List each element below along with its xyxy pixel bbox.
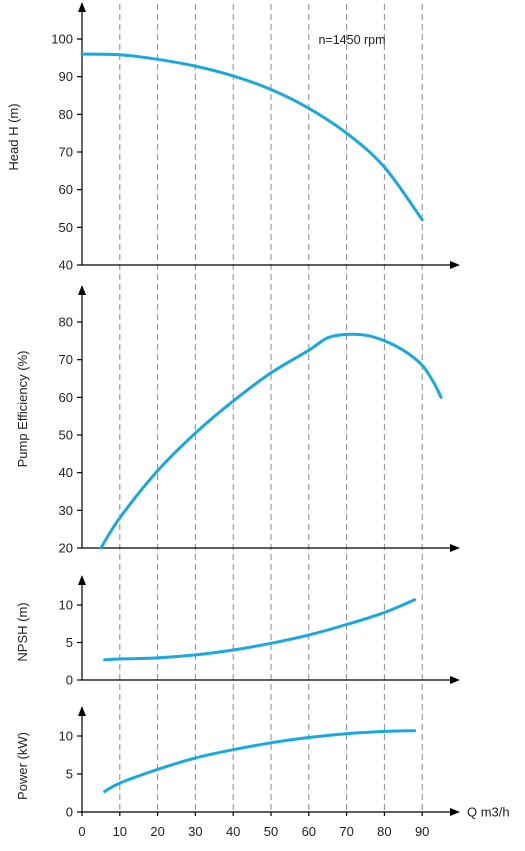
x-tick-label: 40 bbox=[226, 824, 240, 839]
panel-4: 0 5 10 Power (kW) bbox=[15, 706, 460, 820]
y-axis-label: Power (kW) bbox=[15, 732, 30, 800]
x-axis-arrow bbox=[450, 676, 460, 684]
x-tick-label: 80 bbox=[377, 824, 391, 839]
y-tick-label: 0 bbox=[66, 805, 73, 820]
y-axis-arrow bbox=[78, 2, 86, 12]
y-tick-label: 90 bbox=[59, 69, 73, 84]
series-line-1 bbox=[103, 729, 417, 793]
x-axis-arrow bbox=[450, 544, 460, 552]
y-axis-label: Head H (m) bbox=[6, 103, 21, 170]
x-axis-arrow bbox=[450, 261, 460, 269]
x-tick-label: 20 bbox=[150, 824, 164, 839]
y-tick-label: 40 bbox=[59, 258, 73, 273]
x-axis-label: Q m3/h bbox=[467, 805, 510, 820]
x-axis-arrow bbox=[450, 808, 460, 816]
y-tick-label: 10 bbox=[59, 598, 73, 613]
x-tick-label: 0 bbox=[78, 824, 85, 839]
y-tick-label: 60 bbox=[59, 182, 73, 197]
y-tick-label: 70 bbox=[59, 145, 73, 160]
y-tick-label: 5 bbox=[66, 635, 73, 650]
y-tick-label: 40 bbox=[59, 465, 73, 480]
y-tick-label: 20 bbox=[59, 541, 73, 556]
y-tick-label: 0 bbox=[66, 673, 73, 688]
panel-1: 40 50 60 70 80 90 100 Head H (m) n=1450 rpm bbox=[6, 2, 460, 273]
y-tick-label: 100 bbox=[51, 32, 73, 47]
x-tick-label: 50 bbox=[264, 824, 278, 839]
y-tick-label: 50 bbox=[59, 220, 73, 235]
y-axis-arrow bbox=[78, 706, 86, 716]
y-axis-label: NPSH (m) bbox=[15, 602, 30, 661]
x-tick-label: 60 bbox=[302, 824, 316, 839]
panel-2: 20 30 40 50 60 70 80 Pump Efficiency (%) bbox=[15, 285, 460, 556]
y-axis-arrow bbox=[78, 285, 86, 295]
y-tick-label: 10 bbox=[59, 729, 73, 744]
y-tick-label: 30 bbox=[59, 503, 73, 518]
y-axis-arrow bbox=[78, 575, 86, 585]
series-line-1 bbox=[103, 598, 417, 662]
y-axis-label: Pump Efficiency (%) bbox=[15, 351, 30, 468]
y-tick-label: 5 bbox=[66, 767, 73, 782]
y-tick-label: 80 bbox=[59, 107, 73, 122]
y-tick-label: 80 bbox=[59, 315, 73, 330]
x-tick-label: 90 bbox=[415, 824, 429, 839]
series-line-1 bbox=[99, 332, 443, 550]
y-tick-label: 50 bbox=[59, 428, 73, 443]
y-tick-label: 70 bbox=[59, 352, 73, 367]
series-line-1 bbox=[80, 52, 424, 222]
x-tick-label: 70 bbox=[339, 824, 353, 839]
x-tick-label: 10 bbox=[113, 824, 127, 839]
speed-annotation: n=1450 rpm bbox=[318, 33, 385, 47]
y-tick-label: 60 bbox=[59, 390, 73, 405]
panel-3: 0 5 10 NPSH (m) bbox=[15, 575, 460, 688]
x-tick-label: 30 bbox=[188, 824, 202, 839]
